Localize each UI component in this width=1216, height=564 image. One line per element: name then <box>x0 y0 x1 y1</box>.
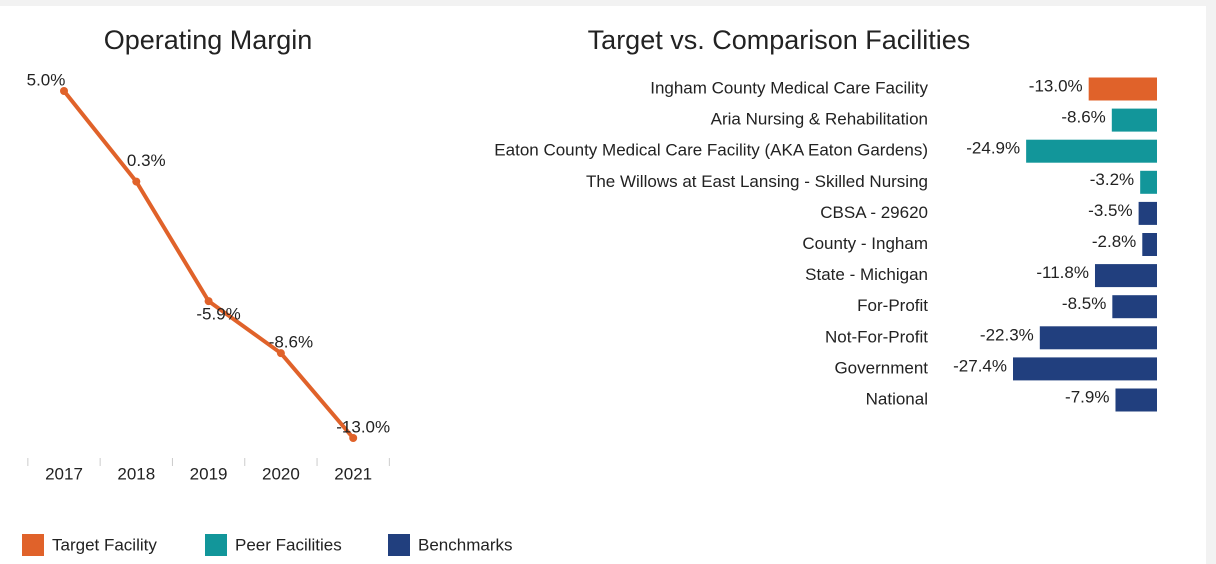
legend-label: Target Facility <box>52 535 157 554</box>
data-label: -27.4% <box>953 356 1007 375</box>
bar <box>1013 357 1157 381</box>
bar-title: Target vs. Comparison Facilities <box>588 25 971 55</box>
legend-swatch <box>205 534 227 556</box>
x-tick-label: 2017 <box>45 464 83 483</box>
data-label: -11.8% <box>1036 263 1089 282</box>
legend-label: Peer Facilities <box>235 535 342 554</box>
data-label: -22.3% <box>980 325 1034 344</box>
bar <box>1094 264 1157 288</box>
panel <box>0 6 1206 564</box>
data-label: -24.9% <box>966 139 1020 158</box>
category-label: State - Michigan <box>805 265 928 284</box>
bar <box>1142 233 1157 256</box>
category-label: The Willows at East Lansing - Skilled Nu… <box>586 172 928 191</box>
category-label: Government <box>834 358 928 377</box>
bar <box>1088 77 1157 101</box>
data-label: -2.8% <box>1092 232 1136 251</box>
bar <box>1140 170 1157 194</box>
data-label: -8.6% <box>269 333 313 352</box>
bar <box>1115 388 1157 412</box>
bar <box>1039 326 1157 350</box>
data-label: -13.0% <box>1029 76 1083 95</box>
data-label: 0.3% <box>127 151 166 170</box>
data-label: -8.6% <box>1061 108 1105 127</box>
data-label: -5.9% <box>196 305 240 324</box>
x-tick-label: 2020 <box>262 464 300 483</box>
x-tick-label: 2018 <box>117 464 155 483</box>
x-tick-label: 2019 <box>190 464 228 483</box>
category-label: For-Profit <box>857 296 928 315</box>
bar <box>1112 295 1157 319</box>
point <box>349 434 358 442</box>
legend-swatch <box>388 534 410 556</box>
data-label: -8.5% <box>1062 294 1106 313</box>
category-label: Not-For-Profit <box>825 327 928 346</box>
line-title: Operating Margin <box>104 25 313 55</box>
data-label: -7.9% <box>1065 387 1109 406</box>
point <box>60 87 68 95</box>
point <box>132 177 141 186</box>
data-label: -13.0% <box>336 417 390 436</box>
bar <box>1138 201 1157 225</box>
category-label: Ingham County Medical Care Facility <box>650 78 928 97</box>
category-label: County - Ingham <box>802 234 928 253</box>
bar <box>1026 139 1157 163</box>
category-label: CBSA - 29620 <box>820 203 928 222</box>
legend-label: Benchmarks <box>418 535 512 554</box>
data-label: 5.0% <box>27 70 66 89</box>
x-tick-label: 2021 <box>334 464 372 483</box>
category-label: National <box>866 389 928 408</box>
bar <box>1111 108 1157 132</box>
point <box>276 349 285 358</box>
data-label: -3.2% <box>1090 170 1134 189</box>
category-label: Aria Nursing & Rehabilitation <box>711 110 928 129</box>
legend-swatch <box>22 534 44 556</box>
point <box>204 297 213 306</box>
category-label: Eaton County Medical Care Facility (AKA … <box>494 141 928 160</box>
data-label: -3.5% <box>1088 201 1132 220</box>
